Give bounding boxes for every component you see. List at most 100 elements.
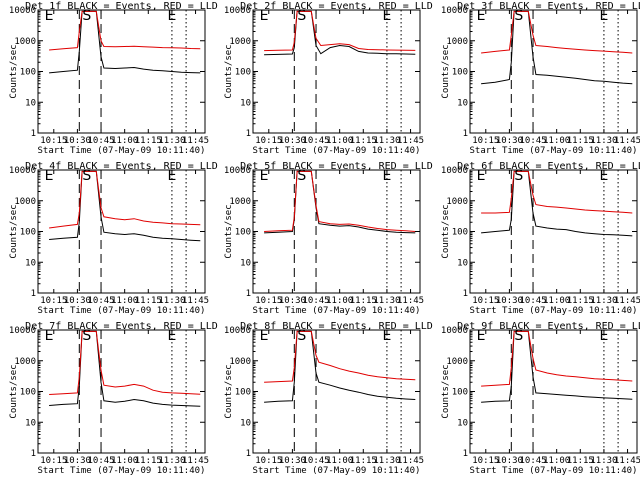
y-tick-label: 1 bbox=[31, 129, 36, 139]
y-tick-label: 100 bbox=[235, 388, 251, 398]
y-tick-label: 1000 bbox=[14, 37, 36, 47]
x-tick-label: 11:15 bbox=[350, 296, 377, 306]
series-events bbox=[264, 10, 416, 56]
x-tick-label: 11:00 bbox=[326, 456, 353, 466]
y-tick-label: 1000 bbox=[14, 197, 36, 207]
x-tick-label: 10:30 bbox=[64, 296, 91, 306]
y-tick-label: 10000 bbox=[441, 326, 468, 336]
x-tick-label: 10:15 bbox=[472, 296, 499, 306]
panel-title: Det 4f BLACK = Events, RED = LLD bbox=[25, 161, 218, 172]
x-tick-label: 10:45 bbox=[302, 136, 329, 146]
panel-title: Det 8f BLACK = Events, RED = LLD bbox=[240, 321, 433, 332]
series-events bbox=[264, 170, 416, 234]
y-tick-label: 10 bbox=[240, 418, 251, 428]
x-tick-label: 10:45 bbox=[87, 136, 114, 146]
x-axis-label: Start Time (07-May-09 10:11:40) bbox=[470, 466, 638, 476]
x-tick-label: 10:15 bbox=[40, 136, 67, 146]
y-tick-label: 1000 bbox=[446, 357, 468, 367]
x-axis-label: Start Time (07-May-09 10:11:40) bbox=[38, 146, 206, 156]
x-tick-label: 11:30 bbox=[158, 296, 185, 306]
x-tick-label: 11:15 bbox=[135, 296, 162, 306]
y-tick-label: 1 bbox=[31, 289, 36, 299]
x-tick-label: 10:45 bbox=[519, 136, 546, 146]
y-axis-label: Counts/sec bbox=[441, 364, 451, 418]
series-lld bbox=[264, 10, 416, 52]
plot-frame bbox=[37, 169, 206, 294]
event-marker-e: E bbox=[599, 8, 608, 24]
y-axis-label: Counts/sec bbox=[441, 204, 451, 258]
y-tick-label: 100 bbox=[20, 388, 36, 398]
y-tick-label: 1000 bbox=[446, 197, 468, 207]
series-events bbox=[481, 10, 633, 85]
event-marker-s: S bbox=[297, 328, 306, 344]
event-marker-e: E bbox=[260, 168, 269, 184]
y-axis-label: Counts/sec bbox=[9, 204, 19, 258]
y-tick-label: 10 bbox=[25, 98, 36, 108]
event-marker-e: E bbox=[260, 328, 269, 344]
x-tick-label: 11:45 bbox=[614, 136, 640, 146]
event-marker-s: S bbox=[297, 8, 306, 24]
y-tick-label: 10000 bbox=[9, 326, 36, 336]
x-axis-label: Start Time (07-May-09 10:11:40) bbox=[470, 146, 638, 156]
y-tick-label: 1 bbox=[463, 449, 468, 459]
y-tick-label: 10 bbox=[457, 258, 468, 268]
y-tick-label: 100 bbox=[452, 68, 468, 78]
y-tick-label: 100 bbox=[452, 228, 468, 238]
panel-title: Det 1f BLACK = Events, RED = LLD bbox=[25, 1, 218, 12]
y-tick-label: 10 bbox=[25, 418, 36, 428]
y-tick-label: 1000 bbox=[446, 37, 468, 47]
event-marker-e: E bbox=[477, 168, 486, 184]
x-tick-label: 10:15 bbox=[40, 296, 67, 306]
x-axis-label: Start Time (07-May-09 10:11:40) bbox=[38, 466, 206, 476]
x-tick-label: 11:45 bbox=[397, 296, 424, 306]
y-tick-label: 10000 bbox=[9, 166, 36, 176]
y-tick-label: 1000 bbox=[14, 357, 36, 367]
x-tick-label: 11:00 bbox=[111, 136, 138, 146]
event-marker-e: E bbox=[45, 8, 54, 24]
event-marker-s: S bbox=[82, 328, 91, 344]
x-tick-label: 11:30 bbox=[373, 296, 400, 306]
x-tick-label: 11:45 bbox=[614, 296, 640, 306]
panel-title: Det 6f BLACK = Events, RED = LLD bbox=[457, 161, 640, 172]
x-tick-label: 11:45 bbox=[182, 296, 209, 306]
x-tick-label: 11:30 bbox=[590, 296, 617, 306]
x-tick-label: 11:30 bbox=[373, 456, 400, 466]
event-marker-e: E bbox=[167, 328, 176, 344]
event-marker-e: E bbox=[599, 328, 608, 344]
event-marker-e: E bbox=[167, 168, 176, 184]
x-axis-label: Start Time (07-May-09 10:11:40) bbox=[253, 466, 421, 476]
event-marker-e: E bbox=[382, 328, 391, 344]
y-tick-label: 100 bbox=[235, 68, 251, 78]
x-tick-label: 11:00 bbox=[111, 456, 138, 466]
event-marker-e: E bbox=[260, 8, 269, 24]
y-tick-label: 100 bbox=[452, 388, 468, 398]
x-tick-label: 11:45 bbox=[182, 136, 209, 146]
plot-frame bbox=[37, 329, 206, 454]
x-tick-label: 11:00 bbox=[543, 136, 570, 146]
y-tick-label: 1 bbox=[31, 449, 36, 459]
x-tick-label: 11:15 bbox=[350, 136, 377, 146]
event-marker-e: E bbox=[599, 168, 608, 184]
y-tick-label: 1 bbox=[463, 129, 468, 139]
x-tick-label: 10:15 bbox=[40, 456, 67, 466]
x-tick-label: 11:30 bbox=[590, 136, 617, 146]
x-tick-label: 11:15 bbox=[567, 296, 594, 306]
plot-frame bbox=[252, 329, 421, 454]
x-tick-label: 10:45 bbox=[519, 296, 546, 306]
x-tick-label: 10:30 bbox=[64, 456, 91, 466]
x-tick-label: 10:30 bbox=[279, 136, 306, 146]
y-tick-label: 10000 bbox=[224, 6, 251, 16]
series-events bbox=[49, 170, 201, 242]
series-lld bbox=[481, 330, 633, 387]
x-tick-label: 11:15 bbox=[567, 456, 594, 466]
y-tick-label: 1000 bbox=[229, 197, 251, 207]
panel-title: Det 9f BLACK = Events, RED = LLD bbox=[457, 321, 640, 332]
x-tick-label: 10:30 bbox=[496, 296, 523, 306]
series-lld bbox=[481, 10, 633, 54]
x-axis-label: Start Time (07-May-09 10:11:40) bbox=[253, 306, 421, 316]
series-lld bbox=[49, 170, 201, 229]
